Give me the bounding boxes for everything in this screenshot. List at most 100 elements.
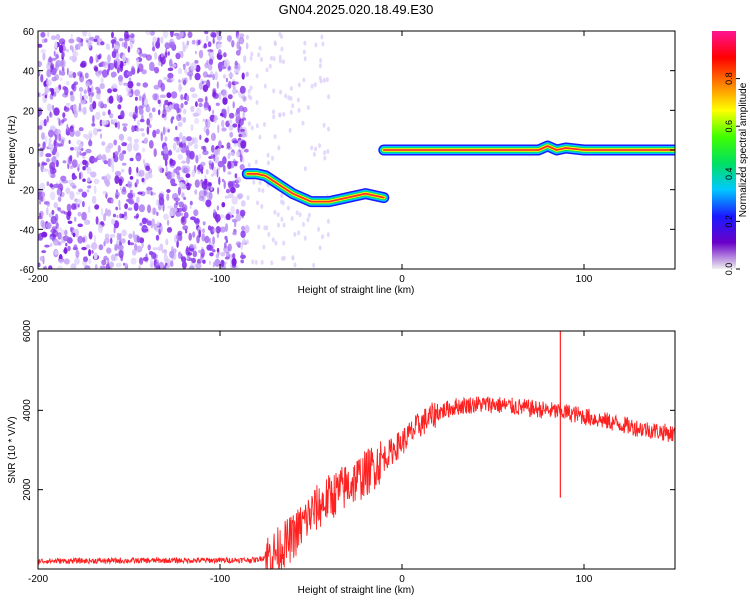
noise-blob [43,118,47,127]
noise-blob [250,125,254,131]
noise-blob [90,91,95,96]
noise-blob [38,143,41,147]
noise-blob [68,156,73,165]
noise-blob [228,119,233,124]
noise-blob [203,187,207,197]
noise-blob [165,262,168,267]
noise-blob [114,151,119,157]
noise-blob [277,145,281,151]
noise-blob [127,192,134,199]
noise-blob [265,67,269,73]
noise-blob [55,54,59,60]
colorbar-tick-label: 0.2 [724,215,734,228]
noise-blob [263,83,267,89]
colorbar-tick-label: 0.4 [724,168,734,181]
noise-blob [38,43,43,48]
noise-blob [138,108,144,115]
noise-blob [179,31,184,38]
noise-blob [194,117,200,125]
noise-blob [135,127,140,132]
noise-blob [206,74,213,78]
noise-blob [123,211,127,217]
noise-blob [195,101,198,108]
noise-blob [228,112,235,119]
noise-blob [86,189,90,193]
noise-blob [52,229,59,238]
noise-blob [164,159,168,167]
noise-blob [113,139,118,146]
noise-blob [286,205,290,211]
noise-blob [231,40,235,48]
noise-blob [148,140,154,149]
noise-blob [158,196,165,206]
noise-blob [278,58,282,64]
noise-blob [208,58,214,65]
spectrogram-marks [38,31,675,269]
noise-blob [166,193,170,201]
noise-blob [75,44,79,51]
noise-blob [87,177,91,183]
noise-blob [185,61,190,66]
noise-blob [78,41,81,50]
noise-blob [194,217,200,225]
noise-blob [170,77,175,82]
noise-blob [297,230,301,236]
noise-blob [145,31,152,35]
noise-blob [166,189,171,193]
spectrogram-xlabel: Height of straight line (km) [298,285,415,296]
noise-blob [173,103,180,111]
noise-blob [38,234,41,241]
noise-blob [271,237,275,243]
noise-blob [179,132,183,140]
noise-blob [102,190,107,195]
noise-blob [51,209,55,215]
noise-blob [94,263,98,269]
noise-blob [98,70,104,74]
y-tick-label: -40 [20,225,35,236]
noise-blob [119,152,124,161]
noise-blob [166,92,172,99]
noise-blob [128,233,133,239]
noise-blob [272,56,276,62]
noise-blob [68,74,74,78]
noise-blob [239,38,244,45]
noise-blob [164,51,168,58]
noise-blob [252,179,256,185]
noise-blob [208,64,213,71]
noise-blob [103,120,109,125]
noise-blob [147,204,151,214]
noise-blob [81,211,87,221]
noise-blob [158,109,161,116]
noise-blob [159,94,167,99]
noise-blob [41,231,48,238]
noise-blob [83,89,88,95]
noise-blob [318,143,322,149]
noise-blob [189,200,193,206]
noise-blob [194,60,199,64]
noise-blob [306,105,310,111]
noise-blob [216,81,219,89]
noise-blob [323,150,327,156]
noise-blob [139,128,145,132]
noise-blob [164,41,171,49]
noise-blob [235,49,241,56]
noise-blob [212,37,215,44]
noise-blob [79,91,82,101]
noise-blob [88,140,93,147]
noise-blob [189,248,195,252]
y-tick-label: 60 [23,27,35,38]
noise-blob [204,62,210,69]
noise-blob [111,50,117,59]
noise-blob [254,159,258,165]
x-tick-label: 0 [399,574,405,585]
noise-blob [187,251,193,256]
noise-blob [210,173,214,177]
noise-blob [225,188,231,194]
noise-blob [118,206,121,211]
noise-blob [93,178,100,185]
noise-blob [128,71,134,75]
noise-blob [195,64,201,73]
x-tick-label: 100 [576,274,593,285]
noise-blob [177,121,183,127]
noise-blob [63,258,70,265]
